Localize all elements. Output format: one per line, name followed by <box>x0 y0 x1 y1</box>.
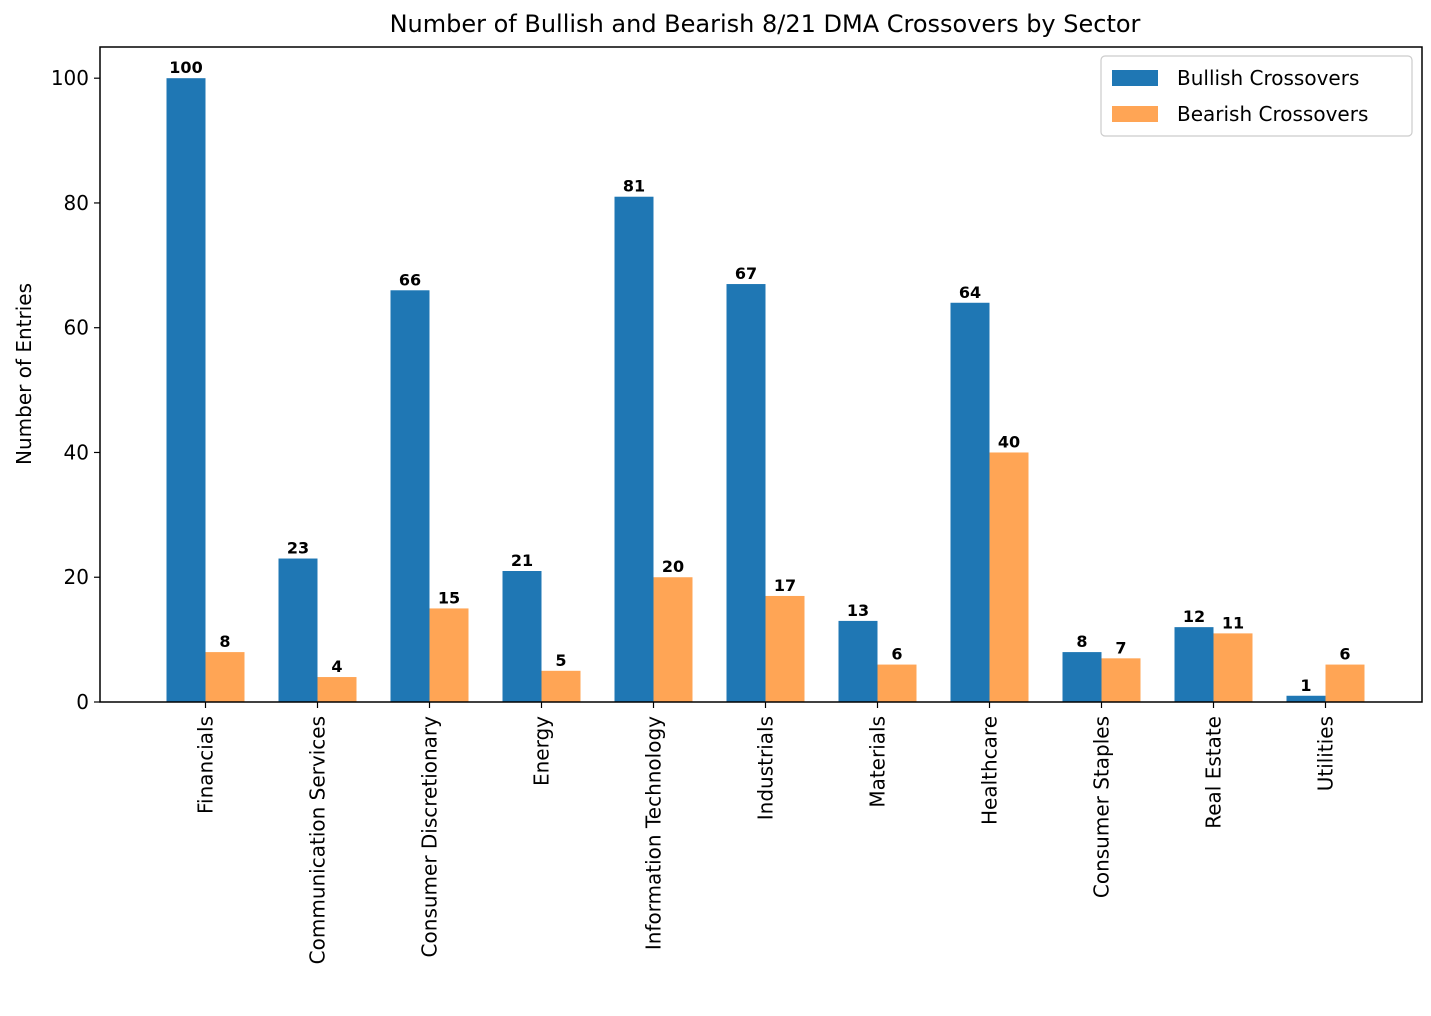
data-label-bullish: 67 <box>735 264 757 283</box>
legend-label-bullish: Bullish Crossovers <box>1177 66 1359 90</box>
data-label-bullish: 23 <box>287 539 309 558</box>
y-tick-label: 60 <box>64 316 89 340</box>
bar-bearish <box>1101 658 1141 702</box>
legend-swatch-bullish <box>1112 70 1158 86</box>
data-label-bearish: 15 <box>438 588 460 607</box>
plot-frame <box>99 46 1423 703</box>
bar-bullish <box>390 290 430 702</box>
bar-bearish <box>765 595 805 702</box>
x-tick-label: Consumer Staples <box>1090 716 1114 898</box>
bar-bearish <box>541 670 581 702</box>
x-tick-label: Communication Services <box>306 716 330 964</box>
y-tick-label: 0 <box>76 690 89 714</box>
x-tick-label: Materials <box>866 716 890 808</box>
legend: Bullish Crossovers Bearish Crossovers <box>1100 55 1413 137</box>
x-tick-label: Industrials <box>754 716 778 820</box>
x-axis-ticks: Financials Communication Services Consumer… <box>194 702 1338 964</box>
bar-bearish <box>653 577 693 702</box>
y-tick-label: 20 <box>64 565 89 589</box>
y-axis-title: Number of Entries <box>12 283 36 465</box>
bar-bullish <box>726 284 766 702</box>
bar-bullish <box>502 571 542 702</box>
data-label-bearish: 5 <box>555 651 566 670</box>
data-label-bullish: 100 <box>169 58 202 77</box>
data-label-bullish: 13 <box>847 601 869 620</box>
chart-title: Number of Bullish and Bearish 8/21 DMA C… <box>390 10 1141 38</box>
bar-bearish <box>429 608 469 702</box>
bars-group <box>166 78 1365 702</box>
legend-label-bearish: Bearish Crossovers <box>1177 102 1368 126</box>
data-label-bullish: 81 <box>623 177 645 196</box>
x-tick-label: Information Technology <box>642 716 666 950</box>
bar-bearish <box>317 677 357 702</box>
bar-bullish <box>614 196 654 702</box>
x-tick-label: Real Estate <box>1202 716 1226 829</box>
bar-bullish <box>950 302 990 702</box>
data-label-bearish: 11 <box>1222 613 1244 632</box>
bar-bullish <box>1174 627 1214 702</box>
x-tick-label: Utilities <box>1314 716 1338 791</box>
y-tick-label: 100 <box>51 66 89 90</box>
y-tick-label: 40 <box>64 440 89 464</box>
y-axis-ticks: 0 20 40 60 80 100 <box>51 66 100 714</box>
data-label-bullish: 8 <box>1076 632 1087 651</box>
data-label-bullish: 1 <box>1300 676 1311 695</box>
bar-bullish <box>166 78 206 702</box>
data-label-bearish: 20 <box>662 557 684 576</box>
bar-bearish <box>205 652 245 702</box>
y-tick-label: 80 <box>64 191 89 215</box>
data-label-bullish: 64 <box>959 283 981 302</box>
data-label-bearish: 6 <box>891 645 902 664</box>
bar-bullish <box>1062 652 1102 702</box>
x-tick-label: Financials <box>194 716 218 814</box>
data-label-bearish: 6 <box>1339 645 1350 664</box>
x-tick-label: Energy <box>530 716 554 786</box>
data-label-bullish: 12 <box>1183 607 1205 626</box>
data-label-bullish: 21 <box>511 551 533 570</box>
data-label-bearish: 17 <box>774 576 796 595</box>
x-tick-label: Consumer Discretionary <box>418 716 442 958</box>
x-tick-label: Healthcare <box>978 716 1002 825</box>
bar-bullish <box>838 620 878 702</box>
bar-bearish <box>877 664 917 702</box>
data-label-bearish: 4 <box>331 657 342 676</box>
bar-bullish <box>278 558 318 702</box>
data-label-bearish: 40 <box>998 432 1020 451</box>
legend-swatch-bearish <box>1112 106 1158 122</box>
legend-box <box>1100 55 1413 137</box>
data-label-bullish: 66 <box>399 270 421 289</box>
bar-bearish <box>989 452 1029 702</box>
bar-bullish <box>1286 695 1326 702</box>
bar-bearish <box>1213 633 1253 702</box>
data-label-bearish: 8 <box>219 632 230 651</box>
bar-bearish <box>1325 664 1365 702</box>
data-label-bearish: 7 <box>1115 638 1126 657</box>
